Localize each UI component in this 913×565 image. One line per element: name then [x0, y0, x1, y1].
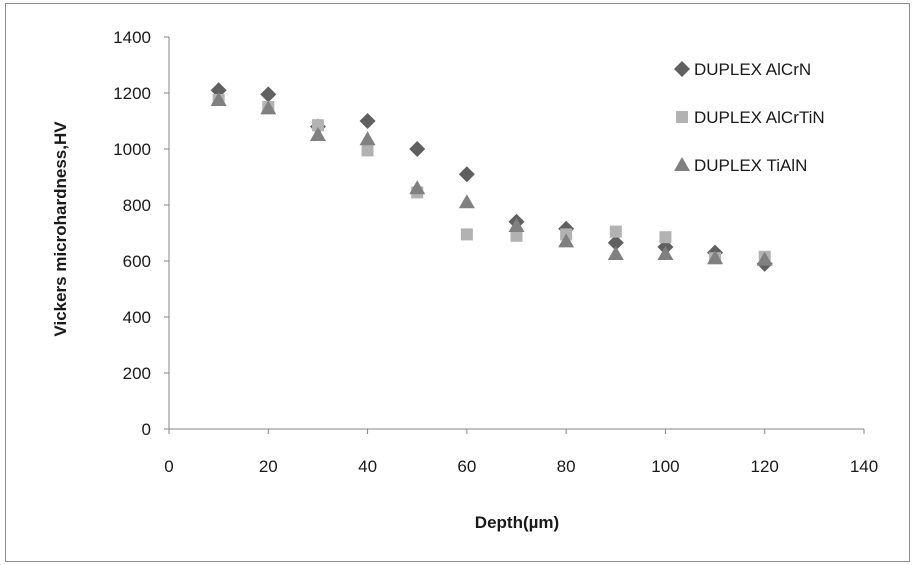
data-point-diamond: [458, 166, 475, 183]
y-tick-label: 800: [123, 196, 151, 215]
x-tick-label: 100: [651, 457, 679, 476]
data-point-square: [311, 119, 324, 132]
data-point-square: [609, 225, 622, 238]
data-point-square: [510, 229, 523, 242]
data-point-triangle: [657, 246, 674, 260]
legend-marker-triangle: [674, 157, 690, 171]
data-point-square: [460, 228, 473, 241]
y-tick-label: 0: [142, 420, 151, 439]
data-point-triangle: [558, 233, 575, 248]
data-point-triangle: [359, 131, 376, 146]
scatter-chart: 0 200 400 600 800 1000 1200 1400 0 20 40 60 80 100 120…: [51, 28, 878, 532]
x-tick-label: 140: [850, 457, 878, 476]
data-point-triangle: [756, 251, 773, 266]
data-point-diamond: [607, 234, 624, 251]
y-tick-label: 400: [123, 308, 151, 327]
chart-frame: 0 200 400 600 800 1000 1200 1400 0 20 40 60 80 100 120…: [5, 3, 910, 562]
x-tick-label: 0: [164, 457, 173, 476]
data-point-triangle: [309, 127, 326, 141]
y-tick-label: 600: [123, 252, 151, 271]
y-axis-title: Vickers microhardness,HV: [51, 121, 70, 337]
legend-item: DUPLEX TiAlN: [674, 156, 807, 175]
data-point-triangle: [210, 92, 227, 106]
x-tick-label: 80: [557, 457, 576, 476]
x-axis-title: Depth(µm): [475, 513, 559, 532]
legend-label: DUPLEX AlCrTiN: [694, 108, 825, 127]
legend-label: DUPLEX AlCrN: [694, 60, 811, 79]
y-tick-label: 1000: [113, 140, 151, 159]
data-point-diamond: [359, 113, 376, 129]
data-point-triangle: [707, 250, 724, 265]
y-tick-label: 1200: [113, 84, 151, 103]
legend-marker-diamond: [674, 61, 690, 77]
x-tick-label: 60: [457, 457, 476, 476]
data-point-square: [361, 144, 374, 157]
data-points: [210, 82, 773, 272]
y-tick-label: 1400: [113, 28, 151, 47]
legend-item: DUPLEX AlCrTiN: [676, 108, 825, 127]
data-point-diamond: [260, 86, 277, 103]
data-point-triangle: [409, 180, 426, 195]
data-point-triangle: [508, 218, 525, 232]
x-tick-label: 120: [751, 457, 779, 476]
y-tick-label: 200: [123, 364, 151, 383]
tick-labels: 0 200 400 600 800 1000 1200 1400 0 20 40 60 80 100 120…: [113, 28, 878, 476]
x-tick-label: 20: [259, 457, 278, 476]
series-diamond: [210, 82, 773, 272]
data-point-square: [659, 231, 672, 244]
data-point-triangle: [260, 100, 277, 115]
legend-label: DUPLEX TiAlN: [694, 156, 807, 175]
data-point-triangle: [458, 194, 475, 209]
data-point-diamond: [409, 141, 426, 157]
legend-marker-square: [676, 111, 688, 123]
legend-item: DUPLEX AlCrN: [674, 60, 811, 79]
legend: DUPLEX AlCrN DUPLEX AlCrTiN DUPLEX TiAlN: [674, 60, 825, 175]
axes: [164, 36, 865, 434]
series-triangle: [210, 92, 773, 266]
x-tick-label: 40: [358, 457, 377, 476]
data-point-triangle: [607, 246, 624, 260]
